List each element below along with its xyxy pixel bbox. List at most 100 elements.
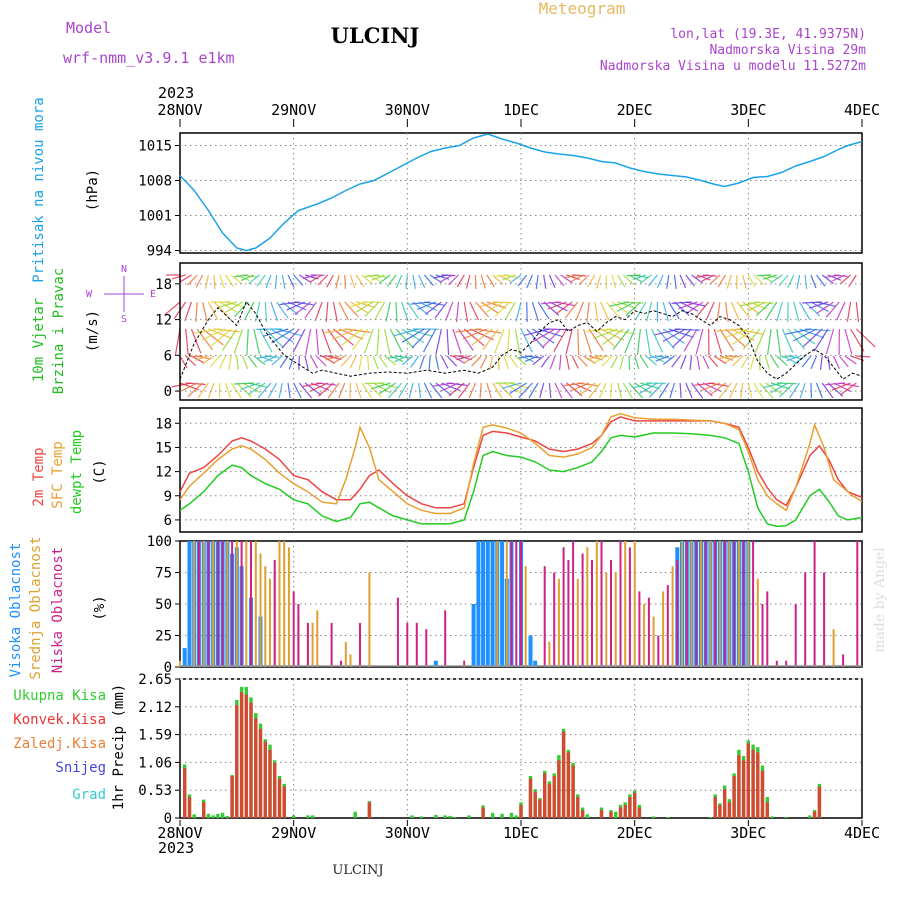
wind-arrow	[445, 301, 454, 321]
wind-arrow	[179, 355, 188, 369]
wind-ytick-label: 12	[155, 313, 172, 329]
wind-arrow	[781, 328, 794, 354]
wind-arrow	[554, 382, 563, 399]
wind-arrow	[384, 355, 396, 366]
wind-arrow	[532, 328, 556, 343]
wind-arrow	[219, 274, 225, 289]
wind-arrow	[717, 274, 727, 288]
wind-arrow	[770, 355, 780, 369]
wind-arrow	[213, 274, 216, 290]
wind-speed-line	[179, 300, 863, 380]
wind-arrow	[767, 328, 772, 355]
wind-arrow	[423, 274, 434, 286]
precip-conv-bar	[235, 705, 239, 818]
wind-arrow	[486, 301, 505, 313]
compass-w: W	[86, 289, 93, 300]
wind-arrow	[327, 328, 344, 351]
wind-arrow	[338, 382, 346, 399]
wind-arrow	[831, 382, 851, 391]
wind-arrow	[645, 328, 651, 355]
wind-arrow	[501, 382, 522, 390]
wind-arrow	[281, 274, 286, 289]
wind-arrow	[678, 301, 698, 310]
precip-conv-bar	[561, 731, 566, 818]
wind-arrow	[799, 382, 806, 399]
precip-conv-bar	[817, 786, 822, 818]
precip-conv-bar	[258, 728, 263, 818]
wind-arrow	[434, 301, 448, 319]
wind-arrow	[726, 274, 732, 289]
wind-arrow	[732, 355, 744, 367]
wind-arrow	[856, 355, 871, 358]
top-time-label: 28NOV	[157, 101, 202, 119]
wind-arrow	[281, 328, 300, 349]
wind-arrow	[412, 274, 416, 289]
wind-arrow	[528, 382, 539, 399]
wind-arrow	[218, 355, 227, 369]
temperature-ytick-label: 12	[155, 465, 172, 481]
cloud-low-bar	[647, 597, 650, 667]
temp-unit: (C)	[92, 459, 108, 484]
wind-arrow	[801, 355, 812, 368]
precip-ytick-label: 1.06	[138, 755, 172, 771]
temperature-ytick-label: 18	[155, 416, 172, 432]
wind-arrow	[207, 301, 219, 320]
wind-arrow	[825, 328, 835, 355]
wind-arrow	[378, 355, 388, 368]
wind-arrow	[455, 328, 482, 333]
cloud-ytick-label: 100	[147, 534, 172, 550]
cloud-panel: 0 25 50 75 100	[147, 534, 863, 676]
precip-conv-bar	[202, 802, 206, 818]
cloud-low-bar	[216, 541, 219, 667]
precip-total-bar	[306, 815, 310, 818]
wind-arrow	[201, 328, 226, 341]
wind-arrow	[515, 301, 522, 322]
pressure-ytick-label: 994	[147, 244, 172, 260]
wind-arrow	[242, 382, 261, 394]
precip-ytick-label: 0	[164, 811, 172, 827]
wind-arrow	[378, 382, 397, 395]
cloud-low-bar	[543, 566, 546, 667]
cloud-high-bar	[533, 660, 538, 667]
cloud-low-bar	[752, 541, 755, 667]
wind-arrow	[671, 301, 692, 304]
top-time-label: 4DEC	[844, 101, 880, 119]
top-time-ticks: 28NOV 29NOV 30NOV 1DEC 2DEC 3DEC 4DEC	[157, 101, 880, 127]
cloud-mid-bar	[652, 616, 655, 667]
wind-arrow	[446, 328, 450, 356]
temperature-ytick-label: 6	[164, 513, 172, 529]
wind-arrow	[317, 274, 329, 286]
wind-ytick-label: 0	[164, 384, 172, 400]
wind-arrow	[327, 382, 340, 399]
cloud-low-bar	[340, 660, 342, 667]
wind-arrow	[586, 355, 601, 361]
cloud-low-bar	[775, 660, 778, 667]
cloud-mid-bar	[557, 578, 560, 667]
wind-arrow	[844, 328, 853, 355]
wind-arrow	[264, 301, 268, 323]
precip-total-bar	[448, 815, 452, 818]
lonlat-label: lon,lat (19.3E, 41.9375N)	[670, 27, 866, 42]
cloud-mid-bar	[259, 553, 262, 667]
wind-arrow	[440, 274, 454, 283]
tsfc-label: SFC Temp	[50, 441, 66, 508]
wind-arrow	[785, 328, 812, 335]
wind-arrow	[747, 274, 756, 288]
wind-arrow	[292, 328, 306, 353]
wind-arrow	[221, 328, 238, 351]
wind-arrow	[364, 274, 379, 278]
cloud-mid-bar	[311, 622, 314, 667]
precip-conv-bar	[263, 741, 267, 818]
wind-arrow	[458, 382, 471, 399]
wind-arrow	[839, 382, 857, 396]
cloud-low-bar	[292, 591, 295, 667]
cloud-mid-bar	[283, 541, 286, 667]
wind-arrow	[344, 274, 346, 290]
wind-arrow	[456, 355, 471, 361]
wind-arrow	[740, 382, 744, 399]
cloud-high-bar	[187, 541, 192, 667]
wind-arrow	[520, 328, 533, 353]
wind-arrow	[672, 328, 692, 348]
wind-arrow	[742, 274, 747, 289]
precip-total-bar	[509, 812, 514, 818]
